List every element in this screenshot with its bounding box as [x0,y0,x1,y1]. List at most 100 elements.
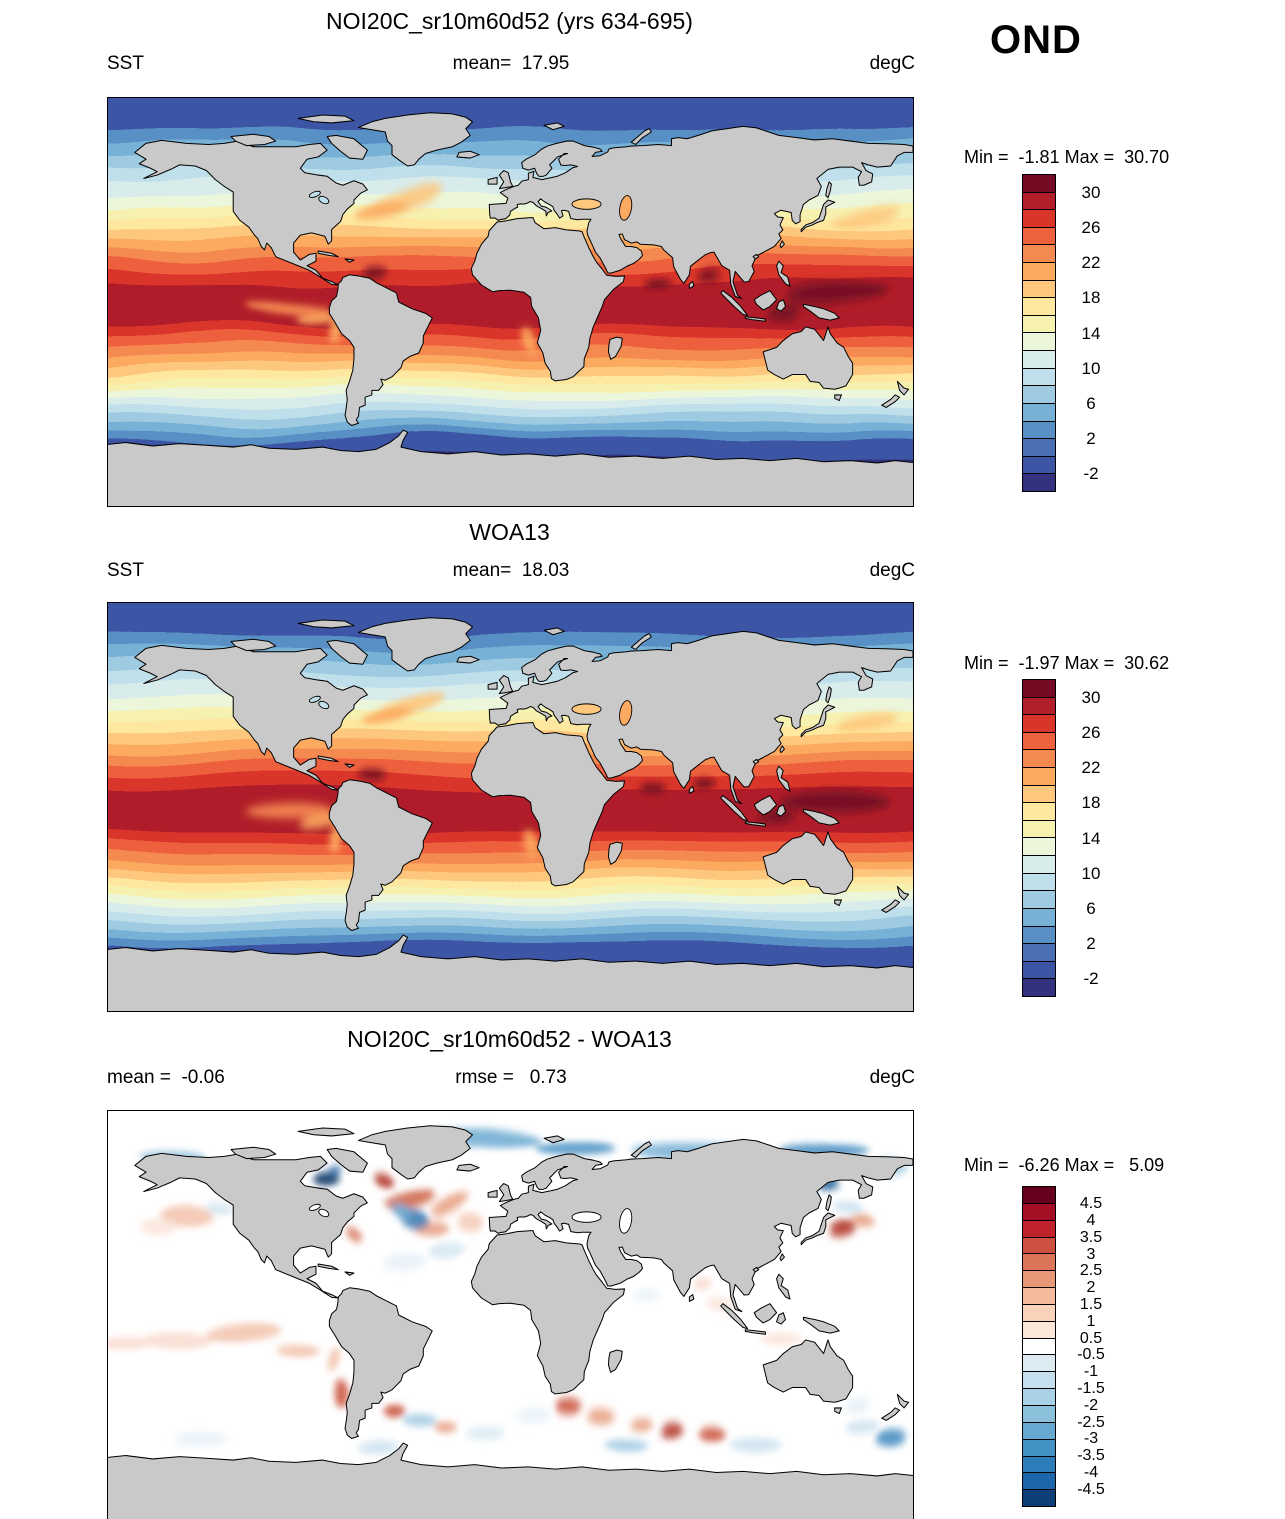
legend-cell [1023,715,1055,733]
diff-sst-map [107,1110,914,1519]
legend-cell [1023,210,1055,228]
legend-cell [1023,838,1055,857]
legend-tick-label: 30 [1081,183,1101,203]
panel-title-diff: NOI20C_sr10m60d52 - WOA13 [347,1026,672,1052]
legend-cell [1023,227,1055,246]
legend-tick-label: 6 [1086,898,1096,918]
legend-cell [1023,368,1055,387]
minmax-readout-obs: Min = -1.97 Max = 30.62 [944,632,1169,695]
legend-tick-label: -2 [1083,968,1099,988]
min-value: -6.26 [1018,1155,1060,1175]
legend-cell [1023,280,1055,299]
legend-cell [1023,803,1055,821]
legend-cell [1023,856,1055,874]
legend-cell [1023,944,1055,962]
legend-cell [1023,1254,1055,1272]
variable-label: SST [107,53,144,74]
legend-cell [1023,1321,1055,1339]
max-value: 30.70 [1124,147,1170,167]
legend-tick-label: 4 [1086,1212,1096,1230]
legend-cell [1023,908,1055,927]
min-value: -1.81 [1018,147,1060,167]
legend-tick-label: 26 [1081,218,1101,238]
legend-cell [1023,245,1055,264]
legend-cell [1023,1237,1055,1255]
legend-cell [1023,439,1055,457]
min-label: Min = [964,653,1019,673]
legend-cell [1023,750,1055,769]
max-value: 30.62 [1124,653,1170,673]
legend-cell [1023,456,1055,475]
legend-cell [1023,1405,1055,1423]
legend-tick-label: 6 [1086,393,1096,413]
legend-tick-label: -3 [1083,1430,1099,1448]
legend-cell [1023,315,1055,334]
obs-sst-map [107,602,914,1012]
legend-cell [1023,1288,1055,1305]
legend-cell [1023,474,1055,491]
legend-cell [1023,785,1055,804]
legend-cell [1023,1439,1055,1457]
sst-colorbar-ticks-model: 30 26 22 18 14 10 6 2 -2 [1058,174,1124,492]
legend-cell [1023,403,1055,422]
sst-colorbar-model [1022,174,1056,492]
legend-tick-label: -0.5 [1077,1346,1105,1364]
legend-tick-label: 3.5 [1079,1228,1103,1246]
legend-tick-label: -1.5 [1077,1379,1105,1397]
panel-title-obs: WOA13 [469,519,550,545]
legend-cell [1023,1372,1055,1390]
panel-subrow-obs: SST mean= 18.03 degC [107,560,915,584]
diff-colorbar [1022,1186,1056,1507]
legend-tick-label: 22 [1081,253,1101,273]
season-label: OND [990,18,1082,62]
legend-cell [1023,1473,1055,1491]
variable-label: SST [107,560,144,581]
legend-cell [1023,1355,1055,1373]
panel-title-model: NOI20C_sr10m60d52 (yrs 634-695) [326,8,693,34]
legend-tick-label: 1 [1086,1312,1096,1330]
rmse-stat: rmse = 0.73 [455,1067,567,1088]
legend-tick-label: -3.5 [1077,1447,1105,1465]
legend-cell [1023,1422,1055,1440]
legend-tick-label: 0.5 [1079,1329,1103,1347]
legend-cell [1023,192,1055,211]
legend-tick-label: -4 [1083,1463,1099,1481]
max-value: 5.09 [1129,1155,1165,1175]
max-label: Max = [1059,1155,1130,1175]
units-label: degC [869,53,915,74]
legend-cell [1023,891,1055,909]
legend-cell [1023,1187,1055,1204]
legend-tick-label: 2.5 [1079,1262,1103,1280]
min-value: -1.97 [1018,653,1060,673]
legend-tick-label: 18 [1081,288,1101,308]
min-label: Min = [964,1155,1019,1175]
legend-cell [1023,1304,1055,1322]
legend-cell [1023,926,1055,945]
legend-cell [1023,421,1055,440]
legend-cell [1023,1389,1055,1406]
panel-subrow-model: SST mean= 17.95 degC [107,53,915,77]
legend-cell [1023,961,1055,980]
legend-tick-label: -2 [1083,1396,1099,1414]
legend-cell [1023,1456,1055,1474]
legend-tick-label: 18 [1081,793,1101,813]
legend-cell [1023,873,1055,892]
legend-tick-label: 1.5 [1079,1296,1103,1314]
legend-tick-label: 2 [1086,428,1096,448]
legend-tick-label: 14 [1081,828,1101,848]
legend-cell [1023,1271,1055,1289]
legend-cell [1023,1203,1055,1221]
legend-cell [1023,1490,1055,1507]
legend-cell [1023,1220,1055,1238]
mean-stat: mean = -0.06 [107,1067,225,1088]
legend-cell [1023,732,1055,751]
legend-tick-label: -4.5 [1077,1480,1105,1498]
legend-tick-label: 3 [1086,1245,1096,1263]
diff-colorbar-ticks: 4.5 4 3.5 3 2.5 2 1.5 1 0.5 -0.5 -1 -1.5 -2 -2.5 -3 -3.… [1058,1186,1124,1507]
min-label: Min = [964,147,1019,167]
legend-tick-label: 10 [1081,358,1101,378]
legend-cell [1023,298,1055,316]
legend-cell [1023,386,1055,404]
legend-cell [1023,263,1055,281]
